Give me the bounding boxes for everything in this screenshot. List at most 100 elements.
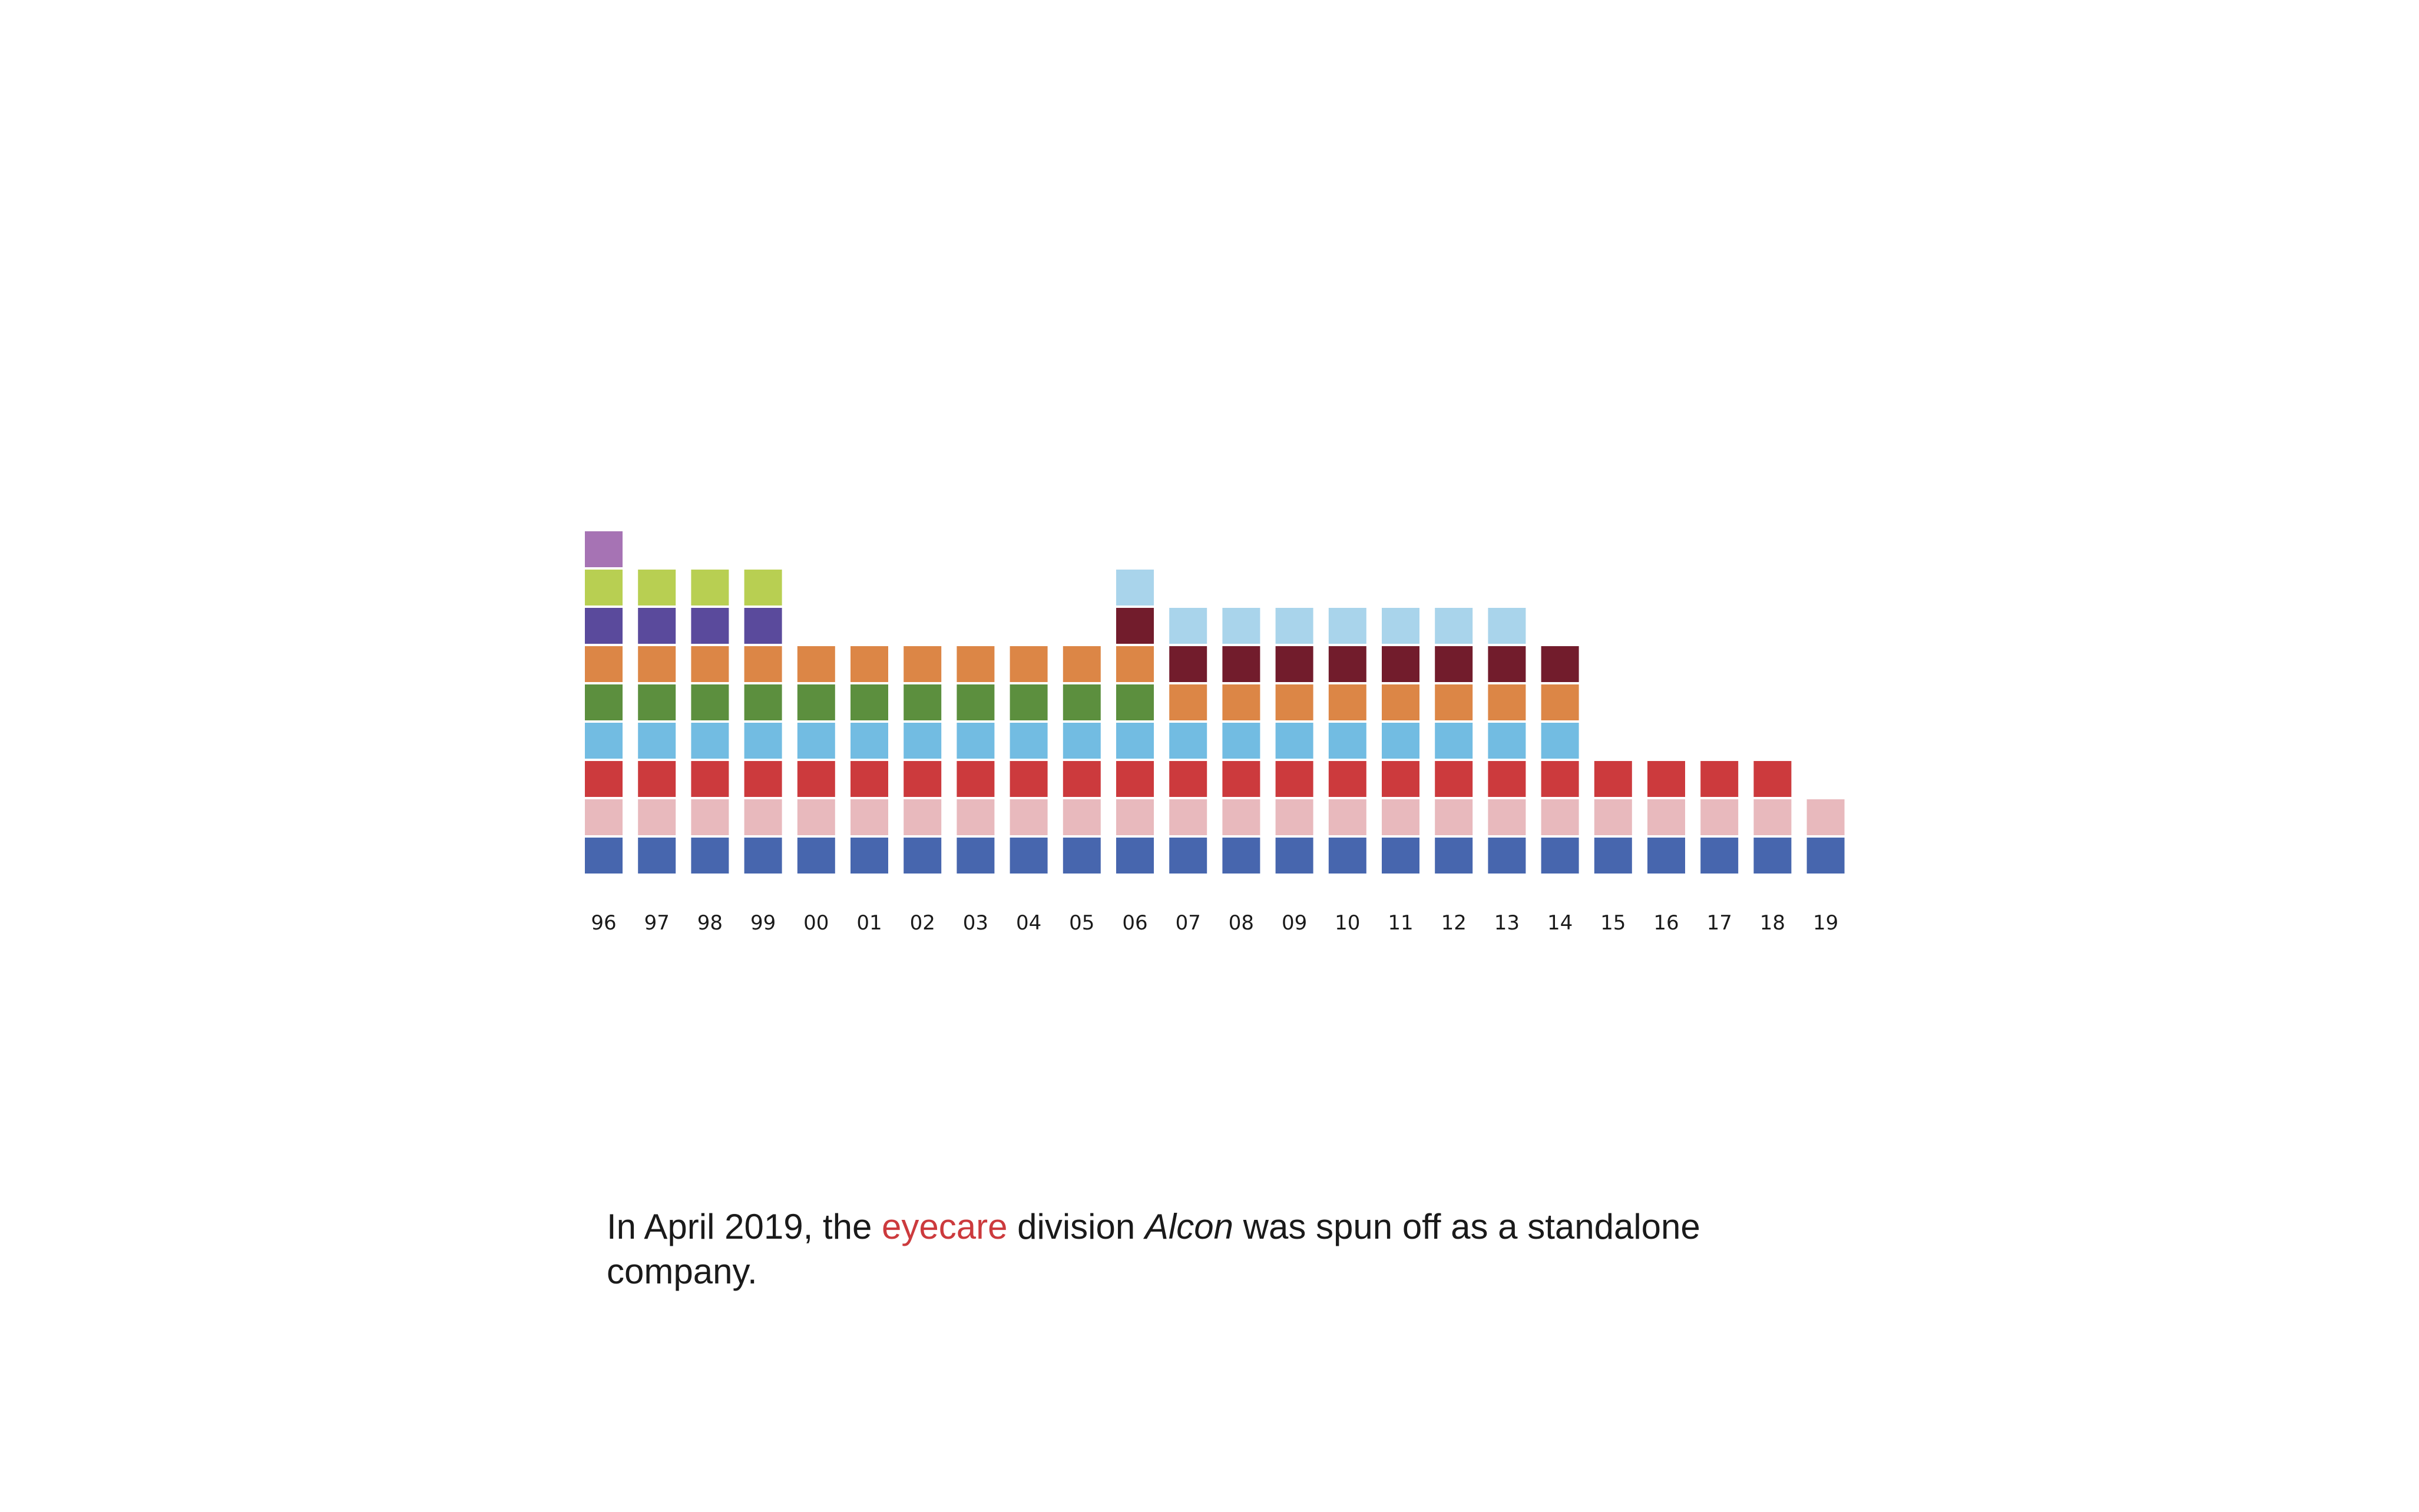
block-97-2 (638, 761, 676, 797)
block-13-7 (1488, 646, 1526, 682)
block-98-1 (691, 799, 729, 835)
block-01-5 (851, 646, 888, 682)
block-09-5 (1275, 684, 1313, 720)
block-07-2 (1169, 761, 1207, 797)
x-tick-label: 09 (1282, 911, 1307, 935)
block-03-2 (957, 761, 995, 797)
block-13-1 (1488, 799, 1526, 835)
block-99-6 (744, 608, 782, 644)
x-tick-label: 12 (1441, 911, 1467, 935)
block-01-4 (851, 684, 888, 720)
block-07-3 (1169, 723, 1207, 759)
block-11-7 (1382, 646, 1419, 682)
block-11-3 (1382, 723, 1419, 759)
block-14-0 (1541, 838, 1579, 874)
block-98-5 (691, 646, 729, 682)
block-98-8 (691, 570, 729, 606)
block-98-3 (691, 723, 729, 759)
block-01-0 (851, 838, 888, 874)
block-15-1 (1594, 799, 1632, 835)
block-02-0 (904, 838, 942, 874)
block-18-0 (1753, 838, 1792, 874)
x-tick-label: 05 (1069, 911, 1094, 935)
block-16-0 (1647, 838, 1685, 874)
block-96-2 (585, 761, 623, 797)
block-05-2 (1063, 761, 1101, 797)
block-10-3 (1328, 723, 1366, 759)
block-06-0 (1116, 838, 1154, 874)
block-99-1 (744, 799, 782, 835)
block-13-0 (1488, 838, 1526, 874)
block-19-1 (1806, 799, 1845, 835)
block-03-4 (957, 684, 995, 720)
x-tick-label: 97 (644, 911, 670, 935)
block-04-5 (1010, 646, 1048, 682)
block-13-3 (1488, 723, 1526, 759)
block-96-1 (585, 799, 623, 835)
block-09-3 (1275, 723, 1313, 759)
block-09-0 (1275, 838, 1313, 874)
block-00-3 (797, 723, 835, 759)
x-tick-label: 18 (1760, 911, 1785, 935)
block-12-0 (1435, 838, 1473, 874)
block-03-0 (957, 838, 995, 874)
block-05-3 (1063, 723, 1101, 759)
block-97-0 (638, 838, 676, 874)
block-04-2 (1010, 761, 1048, 797)
block-00-4 (797, 684, 835, 720)
block-08-7 (1222, 646, 1260, 682)
block-02-1 (904, 799, 942, 835)
block-98-0 (691, 838, 729, 874)
block-04-1 (1010, 799, 1048, 835)
block-15-2 (1594, 761, 1632, 797)
block-97-8 (638, 570, 676, 606)
x-tick-label: 11 (1388, 911, 1413, 935)
block-10-7 (1328, 646, 1366, 682)
block-97-1 (638, 799, 676, 835)
block-99-5 (744, 646, 782, 682)
block-01-2 (851, 761, 888, 797)
block-04-0 (1010, 838, 1048, 874)
block-05-5 (1063, 646, 1101, 682)
block-96-8 (585, 570, 623, 606)
block-11-0 (1382, 838, 1419, 874)
block-05-0 (1063, 838, 1101, 874)
block-14-2 (1541, 761, 1579, 797)
x-tick-label: 03 (963, 911, 988, 935)
block-17-0 (1700, 838, 1739, 874)
x-tick-label: 16 (1653, 911, 1679, 935)
block-96-3 (585, 723, 623, 759)
block-18-2 (1753, 761, 1792, 797)
block-09-2 (1275, 761, 1313, 797)
block-01-1 (851, 799, 888, 835)
block-04-3 (1010, 723, 1048, 759)
block-12-5 (1435, 684, 1473, 720)
block-11-2 (1382, 761, 1419, 797)
block-06-4 (1116, 684, 1154, 720)
caption-highlight-eyecare: eyecare (882, 1207, 1008, 1246)
block-11-9 (1382, 608, 1419, 644)
x-tick-label: 99 (750, 911, 776, 935)
block-06-5 (1116, 646, 1154, 682)
x-tick-label: 13 (1494, 911, 1520, 935)
block-18-1 (1753, 799, 1792, 835)
block-14-5 (1541, 684, 1579, 720)
block-16-2 (1647, 761, 1685, 797)
block-07-7 (1169, 646, 1207, 682)
block-07-0 (1169, 838, 1207, 874)
block-99-0 (744, 838, 782, 874)
block-08-9 (1222, 608, 1260, 644)
block-99-8 (744, 570, 782, 606)
block-19-0 (1806, 838, 1845, 874)
block-05-1 (1063, 799, 1101, 835)
block-13-5 (1488, 684, 1526, 720)
block-10-5 (1328, 684, 1366, 720)
block-97-3 (638, 723, 676, 759)
x-tick-label: 10 (1335, 911, 1360, 935)
x-tick-label: 17 (1707, 911, 1732, 935)
block-08-2 (1222, 761, 1260, 797)
block-08-1 (1222, 799, 1260, 835)
block-01-3 (851, 723, 888, 759)
block-09-1 (1275, 799, 1313, 835)
